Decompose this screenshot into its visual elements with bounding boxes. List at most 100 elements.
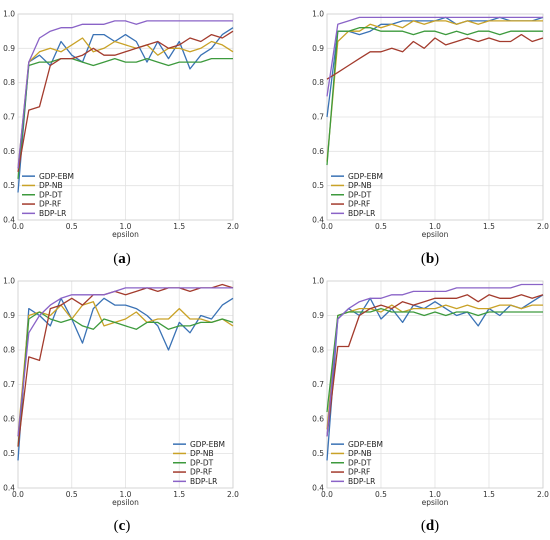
x-tick-label: 1.0 (120, 490, 132, 499)
panel-caption: (d) (421, 518, 439, 534)
y-tick-label: 0.6 (3, 147, 15, 156)
y-tick-label: 1.0 (312, 277, 324, 286)
y-tick-label: 1.0 (3, 10, 15, 19)
x-tick-label: 0.5 (66, 490, 78, 499)
legend-label: DP-NB (348, 449, 372, 458)
series-line-bdp-lr (326, 283, 543, 437)
y-tick-label: 0.4 (3, 216, 15, 225)
series-line-gdp-ebm (17, 297, 234, 461)
legend-label: GDP-EBM (39, 172, 74, 181)
series-line-dp-nb (326, 304, 543, 430)
chart-panel-a: 0.4 0.5 0.6 0.7 0.8 0.9 1.0 0.0 0.5 1.0 1.5 2.0 epsi… (3, 10, 239, 268)
series-line-bdp-lr (326, 16, 543, 97)
x-tick-label: 2.0 (537, 490, 549, 499)
series-line-dp-nb (17, 37, 234, 169)
series-line-dp-rf (326, 294, 544, 437)
chart-panel-d: 0.4 0.5 0.6 0.7 0.8 0.9 1.0 0.0 0.5 1.0 1.5 2.0 epsi… (312, 277, 549, 535)
x-axis-label: epsilon (112, 230, 139, 239)
y-tick-label: 0.5 (312, 449, 324, 458)
legend-label: DP-RF (348, 468, 370, 477)
x-axis-label: epsilon (422, 498, 449, 507)
legend-label: GDP-EBM (348, 440, 383, 449)
y-tick-label: 0.8 (312, 78, 324, 87)
y-tick-label: 0.8 (312, 346, 324, 355)
series-line-gdp-ebm (17, 27, 234, 193)
series-line-dp-rf (326, 33, 544, 80)
plot-frame (17, 280, 234, 489)
x-tick-label: 1.0 (120, 222, 132, 231)
legend-label: DP-DT (190, 458, 214, 467)
x-tick-label: 0.0 (321, 490, 333, 499)
series-line-dp-dt (17, 57, 233, 179)
series-line-dp-nb (326, 20, 543, 162)
y-tick-label: 1.0 (312, 10, 324, 19)
chart-panel-c: 0.4 0.5 0.6 0.7 0.8 0.9 1.0 0.0 0.5 1.0 1.5 2.0 epsi… (3, 277, 239, 535)
series-line-dp-dt (326, 27, 543, 166)
x-tick-label: 2.0 (227, 222, 239, 231)
series-line-dp-rf (17, 30, 234, 173)
legend-label: DP-DT (39, 190, 63, 199)
legend-label: GDP-EBM (348, 172, 383, 181)
x-tick-label: 0.0 (321, 222, 333, 231)
y-tick-label: 0.7 (312, 113, 324, 122)
y-tick-label: 0.4 (3, 484, 15, 493)
y-tick-label: 0.8 (3, 346, 15, 355)
legend-label: DP-RF (190, 468, 212, 477)
series-line-bdp-lr (17, 20, 233, 169)
legend-label: BDP-LR (348, 209, 375, 218)
panel-caption: (a) (113, 251, 131, 267)
series-line-dp-dt (17, 311, 234, 447)
y-tick-label: 0.7 (312, 380, 324, 389)
x-axis-label: epsilon (422, 230, 449, 239)
legend-label: DP-NB (190, 449, 214, 458)
legend-label: BDP-LR (348, 477, 375, 486)
legend-label: DP-DT (348, 190, 372, 199)
x-tick-label: 0.0 (12, 490, 24, 499)
series-line-dp-rf (17, 283, 234, 447)
y-tick-label: 0.6 (312, 415, 324, 424)
series-line-bdp-lr (17, 287, 233, 437)
series-line-dp-nb (17, 301, 234, 437)
x-tick-label: 1.5 (173, 222, 185, 231)
y-tick-label: 0.7 (3, 380, 15, 389)
legend-label: DP-NB (39, 181, 63, 190)
panel-caption: (b) (421, 251, 439, 267)
y-tick-label: 0.9 (312, 311, 324, 320)
x-axis-label: epsilon (112, 498, 139, 507)
y-tick-label: 0.4 (312, 216, 324, 225)
x-tick-label: 0.0 (12, 222, 24, 231)
legend-label: BDP-LR (190, 477, 217, 486)
y-tick-label: 0.8 (3, 78, 15, 87)
legend-label: DP-DT (348, 458, 372, 467)
legend-label: DP-RF (39, 200, 61, 209)
x-tick-label: 0.5 (375, 222, 387, 231)
legend-label: BDP-LR (39, 209, 66, 218)
y-tick-label: 0.4 (312, 484, 324, 493)
x-tick-label: 1.0 (429, 490, 441, 499)
y-tick-label: 0.5 (312, 181, 324, 190)
legend-label: GDP-EBM (190, 440, 225, 449)
y-tick-label: 0.6 (3, 415, 15, 424)
x-tick-label: 2.0 (227, 490, 239, 499)
plot-frame (326, 280, 544, 489)
chart-panel-b: 0.4 0.5 0.6 0.7 0.8 0.9 1.0 0.0 0.5 1.0 1.5 2.0 epsi… (312, 10, 549, 268)
y-tick-label: 0.7 (3, 113, 15, 122)
legend-label: DP-NB (348, 181, 372, 190)
y-tick-label: 0.5 (3, 181, 15, 190)
x-tick-label: 2.0 (537, 222, 549, 231)
x-tick-label: 0.5 (375, 490, 387, 499)
y-tick-label: 0.6 (312, 147, 324, 156)
y-tick-label: 0.9 (3, 311, 15, 320)
plot-frame (17, 13, 234, 221)
x-tick-label: 1.5 (483, 490, 495, 499)
x-tick-label: 1.0 (429, 222, 441, 231)
legend-label: DP-RF (348, 200, 370, 209)
x-tick-label: 0.5 (66, 222, 78, 231)
series-line-dp-dt (326, 307, 543, 413)
y-tick-label: 1.0 (3, 277, 15, 286)
x-tick-label: 1.5 (483, 222, 495, 231)
